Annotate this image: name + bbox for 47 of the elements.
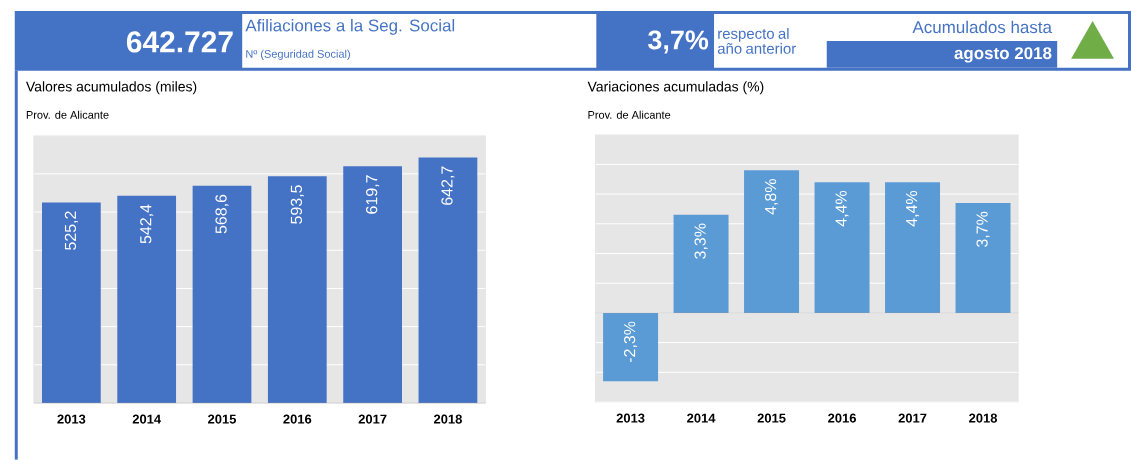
bar (418, 157, 478, 404)
bar (885, 182, 941, 313)
x-tick-label: 2014 (132, 414, 162, 424)
bar (267, 176, 327, 404)
text: 642.727 (126, 31, 233, 53)
x-tick-label: 2017 (898, 413, 927, 423)
bar (744, 170, 800, 313)
data-label: -2,3% (623, 321, 638, 363)
data-label: 3,3% (694, 223, 708, 259)
data-label: 642,7 (441, 166, 455, 205)
chart-subtitle: Prov. de Alicante (26, 110, 109, 119)
x-tick-label: 2015 (757, 413, 786, 423)
chart-title: Variaciones acumuladas (%) (587, 81, 764, 95)
chart-subtitle: Prov. de Alicante (588, 110, 671, 119)
bar (117, 195, 177, 404)
chart-title: Valores acumulados (miles) (25, 81, 197, 95)
x-tick-label: 2016 (283, 414, 312, 424)
data-label: 525,2 (64, 211, 78, 250)
x-tick-label: 2014 (687, 413, 716, 423)
data-label: 568,6 (215, 194, 229, 234)
data-label: 619,7 (366, 175, 380, 214)
x-tick-label: 2013 (616, 413, 645, 423)
text: Acumulados hasta (912, 20, 1052, 34)
data-label: 4,8% (764, 179, 779, 215)
bar (814, 182, 870, 313)
x-tick-label: 2016 (828, 413, 856, 423)
text: Afiliaciones a la Seg. Social (245, 19, 455, 35)
data-label: 542,4 (140, 204, 154, 244)
x-tick-label: 2013 (57, 414, 86, 424)
x-tick-label: 2015 (208, 414, 237, 424)
bar (955, 203, 1011, 313)
data-label: 593,5 (290, 185, 304, 224)
text: Nº (Seguridad Social) (246, 49, 350, 61)
x-tick-label: 2018 (969, 413, 998, 423)
text: agosto 2018 (954, 47, 1052, 63)
bar (673, 214, 729, 313)
x-tick-label: 2017 (358, 414, 387, 424)
text: 3,7% (648, 30, 709, 54)
data-label: 4,4% (905, 191, 920, 227)
data-label: 3,7% (976, 211, 990, 247)
bar (192, 185, 252, 404)
bar (603, 312, 659, 382)
bar (42, 202, 101, 404)
x-tick-label: 2018 (433, 414, 462, 424)
text: respecto al año anterior (717, 27, 796, 54)
data-label: 4,4% (835, 191, 849, 227)
bar (343, 166, 402, 404)
